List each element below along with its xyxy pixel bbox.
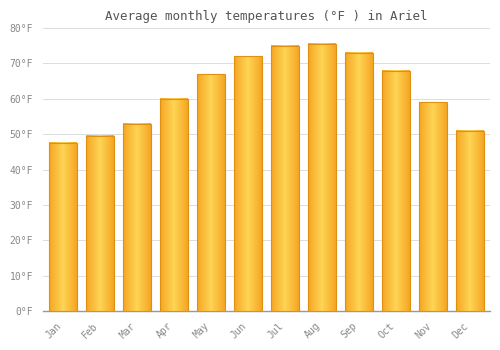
Bar [271,46,299,311]
Bar [456,131,484,311]
Title: Average monthly temperatures (°F ) in Ariel: Average monthly temperatures (°F ) in Ar… [106,10,428,23]
Bar [308,44,336,311]
Bar [271,46,299,311]
Bar [50,143,77,311]
Bar [234,56,262,311]
Bar [86,136,114,311]
Bar [160,99,188,311]
Bar [308,44,336,311]
Bar [50,143,77,311]
Bar [345,53,373,311]
Bar [382,70,410,311]
Bar [160,99,188,311]
Bar [198,74,225,311]
Bar [124,124,151,311]
Bar [419,102,447,311]
Bar [419,102,447,311]
Bar [198,74,225,311]
Bar [124,124,151,311]
Bar [234,56,262,311]
Bar [456,131,484,311]
Bar [86,136,114,311]
Bar [345,53,373,311]
Bar [382,70,410,311]
